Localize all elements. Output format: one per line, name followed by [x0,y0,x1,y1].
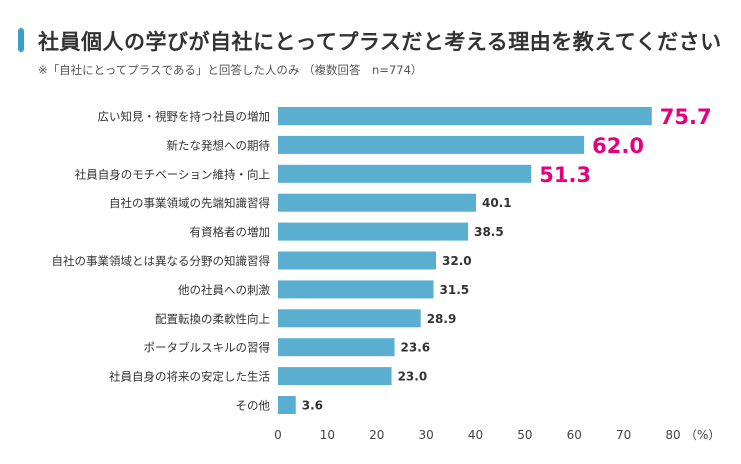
x-tick-label: 40 [468,428,483,442]
value-label: 38.5 [474,225,504,239]
category-label: ポータブルスキルの習得 [144,341,271,355]
bar [278,280,434,299]
x-tick-label: 30 [418,428,433,442]
value-label: 62.0 [592,134,644,158]
bar [278,193,476,212]
category-label: 新たな発想への期待 [167,138,271,152]
bar [278,164,532,183]
bar [278,367,392,386]
bar [278,107,652,125]
value-label: 40.1 [482,196,512,210]
x-tick-label: 0 [274,428,282,442]
value-label: 75.7 [660,105,712,129]
x-tick-label: 50 [517,428,532,442]
value-label: 3.6 [302,399,323,413]
bar [278,135,585,154]
category-label: 自社の事業領域とは異なる分野の知識習得 [52,254,271,268]
x-tick-label: 20 [369,428,384,442]
category-label: 社員自身のモチベーション維持・向上 [75,167,270,181]
bar [278,396,296,414]
value-label: 23.6 [401,341,431,355]
x-tick-label: 10 [320,428,335,442]
category-label: その他 [236,399,271,413]
x-axis-unit: （%） [685,428,720,442]
category-label: 配置転換の柔軟性向上 [155,312,270,326]
category-label: 他の社員への刺激 [178,283,270,297]
category-label: 有資格者の増加 [190,225,271,239]
x-tick-label: 60 [567,428,582,442]
category-label: 社員自身の将来の安定した生活 [109,370,270,384]
bar [278,251,436,270]
value-label: 23.0 [398,370,428,384]
value-label: 51.3 [539,163,591,187]
value-label: 31.5 [440,283,470,297]
chart-subtitle: ※「自社にとってプラスである」と回答した人のみ （複数回答 n=774） [38,63,423,77]
category-label: 広い知見・視野を持つ社員の増加 [98,110,271,124]
value-label: 28.9 [427,312,457,326]
bar [278,222,469,241]
chart-title: 社員個人の学びが自社にとってプラスだと考える理由を教えてください [38,30,722,54]
title-accent-bar [18,28,24,52]
bar [278,338,395,357]
value-label: 32.0 [442,254,472,268]
x-tick-label: 70 [616,428,631,442]
x-tick-label: 80 [665,428,680,442]
category-label: 自社の事業領域の先端知識習得 [109,196,270,210]
bar [278,309,421,328]
